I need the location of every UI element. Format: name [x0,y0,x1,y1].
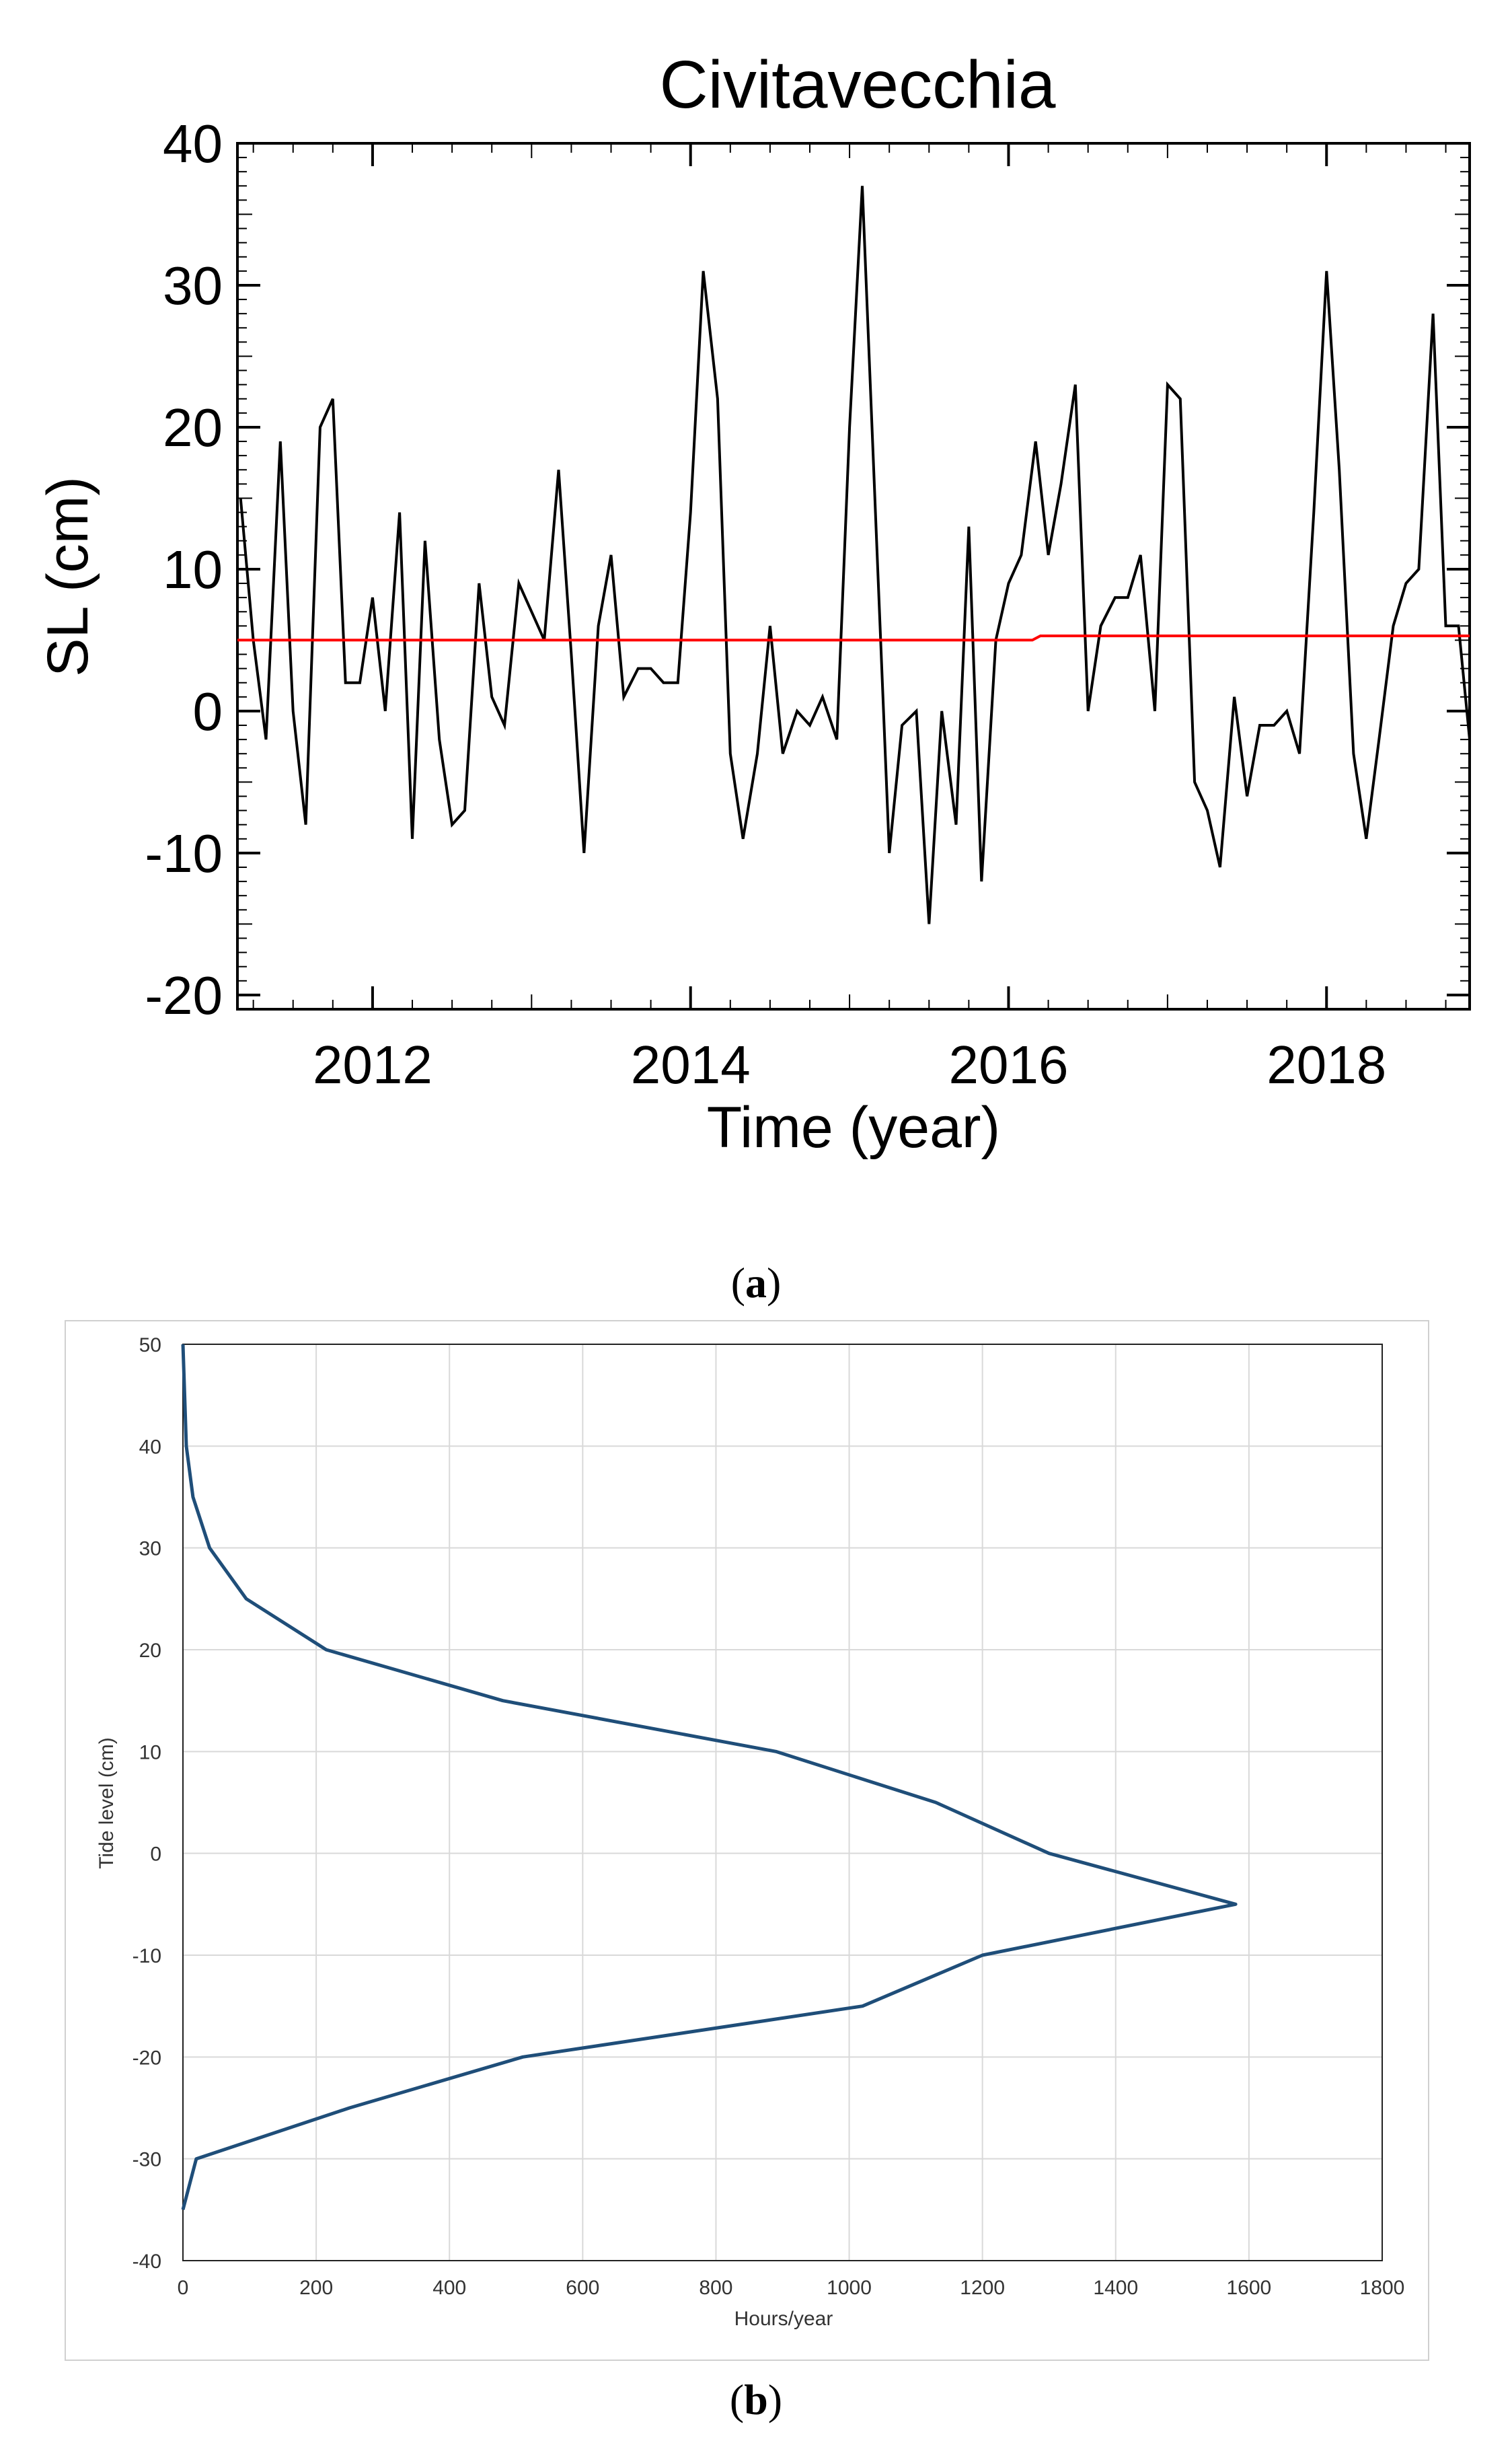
caption-b-letter: b [744,2376,768,2423]
chart-b-outer-border [65,1320,1429,2361]
chart-a-x-tick-label: 2018 [1267,1035,1386,1095]
chart-a-x-tick-label: 2014 [631,1035,751,1095]
chart-a-trend-series-line [237,634,1470,642]
chart-b-x-tick-label: 0 [178,2277,189,2299]
chart-a-y-tick-label: 30 [163,256,223,316]
chart-a-sea-level-series-line [239,186,1471,924]
chart-b-x-tick-label: 800 [699,2277,732,2299]
chart-a-y-tick-label: -10 [145,824,223,883]
caption-b: (b) [729,2376,783,2423]
chart-b-y-tick-label: 20 [139,1640,161,1662]
chart-b-x-tick-label: 1600 [1227,2277,1272,2299]
chart-a-y-tick-label: 40 [163,114,223,174]
chart-a-x-tick-label: 2016 [948,1035,1068,1095]
chart-b-y-tick-label: -30 [133,2149,161,2171]
chart-b-x-tick-label: 1200 [960,2277,1005,2299]
chart-b-x-tick-label: 600 [566,2277,599,2299]
chart-b-y-tick-label: -10 [133,1945,161,1967]
chart-b-y-tick-label: -40 [133,2251,161,2273]
chart-a-y-tick-label: -20 [145,965,223,1025]
chart-a-title: Civitavecchia [659,47,1055,122]
chart-a-x-axis-label: Time (year) [707,1095,1000,1160]
chart-b-x-tick-label: 400 [432,2277,466,2299]
chart-a: Civitavecchia -20 -10 0 10 20 30 40 2012 2014 201… [36,47,1471,1160]
chart-b-y-tick-label: -20 [133,2047,161,2069]
chart-b-y-axis-label: Tide level (cm) [96,1737,118,1869]
chart-b-tide-distribution-line [181,1344,1238,2210]
chart-b-x-tick-label: 1400 [1093,2277,1138,2299]
chart-b-x-tick-label: 200 [299,2277,333,2299]
chart-a-plot-frame [236,142,1471,1011]
chart-a-y-axis-label: SL (cm) [36,476,100,677]
chart-b-y-tick-label: 40 [139,1436,161,1458]
chart-b-y-tick-label: 30 [139,1538,161,1560]
chart-a-y-tick-label: 20 [163,398,223,458]
chart-b-y-tick-label: 50 [139,1334,161,1356]
chart-b-y-tick-label: 0 [150,1843,161,1866]
chart-b-x-tick-label: 1000 [827,2277,872,2299]
chart-b-x-axis-label: Hours/year [734,2308,833,2330]
chart-b-x-tick-label: 1800 [1360,2277,1405,2299]
caption-a: (a) [730,1259,782,1307]
chart-a-y-tick-label: 10 [163,540,223,599]
chart-a-y-tick-label: 0 [193,682,223,741]
chart-b-plot-frame [182,1344,1383,2261]
chart-a-x-tick-label: 2012 [313,1035,432,1095]
caption-a-letter: a [745,1259,767,1307]
chart-b-y-tick-label: 10 [139,1741,161,1763]
